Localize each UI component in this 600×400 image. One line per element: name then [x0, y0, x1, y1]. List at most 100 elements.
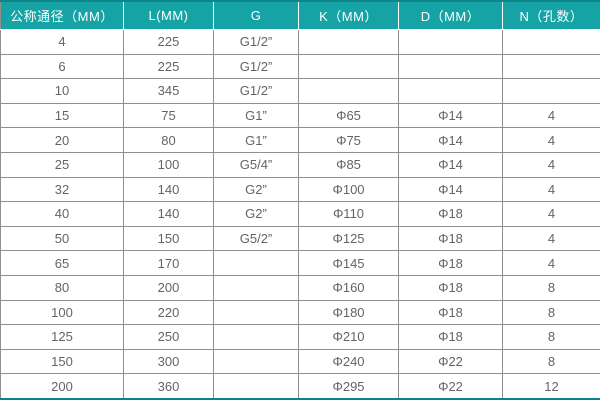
table-cell: Φ22	[398, 373, 503, 400]
table-cell: Φ18	[398, 274, 503, 301]
table-cell	[298, 53, 399, 80]
table-cell: 65	[0, 250, 124, 276]
table-cell: 25	[0, 151, 124, 178]
table-row: 15 75 G1” Φ65 Φ14 4	[0, 102, 600, 129]
table-cell: Φ180	[298, 299, 399, 326]
table-cell: Φ75	[298, 127, 399, 153]
table-cell	[213, 274, 299, 301]
table-row: 100 220 Φ180 Φ18 8	[0, 299, 600, 326]
table-cell: Φ14	[398, 176, 503, 203]
table-cell: 300	[123, 348, 214, 375]
table-cell: G1”	[213, 127, 299, 153]
table-cell: G2”	[213, 201, 299, 227]
table-cell: Φ18	[398, 225, 503, 252]
column-header: K（MM）	[298, 1, 399, 30]
table-cell: Φ85	[298, 151, 399, 178]
table-cell: 4	[502, 225, 600, 252]
table-cell: 4	[0, 29, 124, 55]
table-cell: G1/2”	[213, 53, 299, 80]
table-cell	[398, 53, 503, 80]
table-cell: Φ18	[398, 201, 503, 227]
table-cell	[298, 29, 399, 55]
table-cell: Φ110	[298, 201, 399, 227]
table-cell: Φ100	[298, 176, 399, 203]
table-cell: 200	[123, 274, 214, 301]
table-cell: 360	[123, 373, 214, 400]
table-cell: 170	[123, 250, 214, 276]
table-cell: 20	[0, 127, 124, 153]
table-row: 50 150 G5/2” Φ125 Φ18 4	[0, 225, 600, 252]
table-cell: 12	[502, 373, 600, 400]
table-cell: 4	[502, 151, 600, 178]
table-row: 80 200 Φ160 Φ18 8	[0, 274, 600, 301]
table-cell	[213, 348, 299, 375]
table-cell: 250	[123, 324, 214, 350]
table-cell: 80	[0, 274, 124, 301]
column-header: G	[213, 1, 299, 30]
table-cell: Φ14	[398, 151, 503, 178]
table-cell: 140	[123, 201, 214, 227]
table-cell: 8	[502, 299, 600, 326]
table-cell	[502, 53, 600, 80]
table-cell: 345	[123, 78, 214, 104]
table-cell: Φ14	[398, 102, 503, 129]
table-cell: Φ14	[398, 127, 503, 153]
table-cell: G5/2”	[213, 225, 299, 252]
table-row: 65 170 Φ145 Φ18 4	[0, 250, 600, 276]
table-cell: G1/2”	[213, 78, 299, 104]
table-row: 20 80 G1” Φ75 Φ14 4	[0, 127, 600, 153]
table-cell	[213, 299, 299, 326]
table-cell: 225	[123, 29, 214, 55]
table-row: 32 140 G2” Φ100 Φ14 4	[0, 176, 600, 203]
column-header: 公称通径（MM）	[0, 1, 124, 30]
table-cell: Φ65	[298, 102, 399, 129]
table-cell	[502, 78, 600, 104]
table-cell: 4	[502, 127, 600, 153]
table-cell: G2”	[213, 176, 299, 203]
table-cell: Φ240	[298, 348, 399, 375]
table-cell	[502, 29, 600, 55]
table-cell: G1/2”	[213, 29, 299, 55]
table-cell: 4	[502, 176, 600, 203]
table-cell: G1”	[213, 102, 299, 129]
table-cell	[213, 373, 299, 400]
table-row: 125 250 Φ210 Φ18 8	[0, 324, 600, 350]
table-header: 公称通径（MM） L(MM) G K（MM） D（MM） N（孔数）	[0, 1, 600, 30]
table-cell: 100	[123, 151, 214, 178]
column-header: D（MM）	[398, 1, 503, 30]
table-cell	[213, 250, 299, 276]
table-cell	[298, 78, 399, 104]
table-cell: Φ18	[398, 324, 503, 350]
table-cell: 6	[0, 53, 124, 80]
table-cell: 220	[123, 299, 214, 326]
table-cell: Φ210	[298, 324, 399, 350]
table-cell: 125	[0, 324, 124, 350]
table-cell: 150	[123, 225, 214, 252]
table-cell: 15	[0, 102, 124, 129]
table-cell: 100	[0, 299, 124, 326]
column-header: L(MM)	[123, 1, 214, 30]
table-cell: Φ145	[298, 250, 399, 276]
header-row: 公称通径（MM） L(MM) G K（MM） D（MM） N（孔数）	[0, 1, 600, 30]
table-cell	[398, 78, 503, 104]
table-cell: Φ22	[398, 348, 503, 375]
table-cell: 75	[123, 102, 214, 129]
table-row: 150 300 Φ240 Φ22 8	[0, 348, 600, 375]
table-cell: 8	[502, 274, 600, 301]
table-cell: Φ18	[398, 299, 503, 326]
column-header: N（孔数）	[502, 1, 600, 30]
table-cell: 4	[502, 250, 600, 276]
table-cell: 4	[502, 201, 600, 227]
table-row: 10 345 G1/2”	[0, 78, 600, 104]
table-row: 6 225 G1/2”	[0, 53, 600, 80]
table-cell	[398, 29, 503, 55]
table-cell: 50	[0, 225, 124, 252]
table-cell: Φ125	[298, 225, 399, 252]
table-cell: 32	[0, 176, 124, 203]
table-cell: 140	[123, 176, 214, 203]
table-row: 40 140 G2” Φ110 Φ18 4	[0, 201, 600, 227]
table-cell: Φ18	[398, 250, 503, 276]
table-row: 4 225 G1/2”	[0, 29, 600, 55]
